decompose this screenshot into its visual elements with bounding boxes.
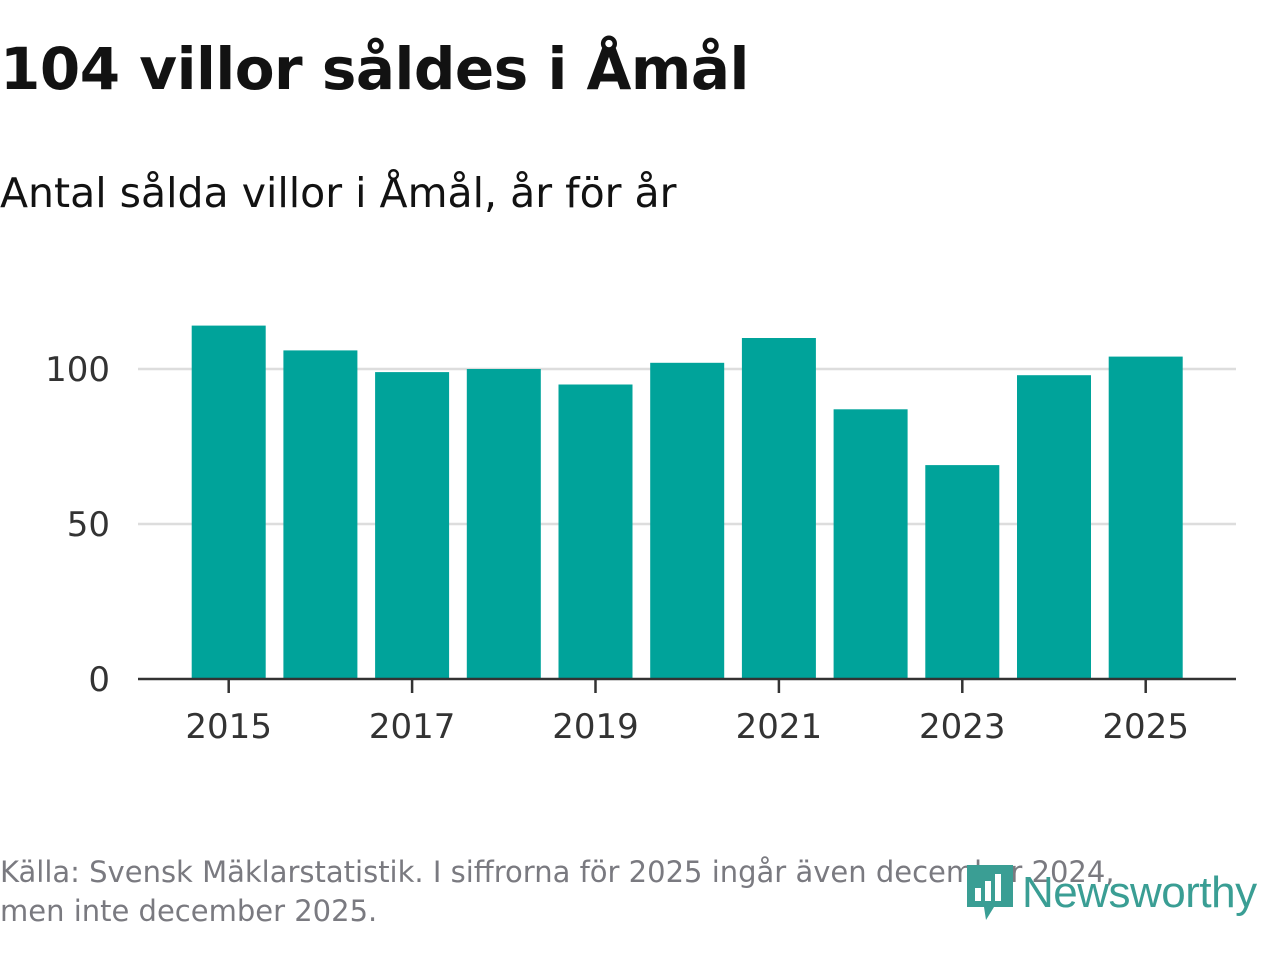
x-tick-label-2019: 2019	[552, 707, 639, 747]
x-tick-label-2017: 2017	[369, 707, 456, 747]
bar-2019	[558, 384, 633, 679]
bar-2016	[283, 350, 358, 679]
bar-2021	[741, 338, 816, 679]
bar-2020	[650, 362, 725, 679]
bar-2023	[925, 465, 1000, 679]
chart-subtitle: Antal sålda villor i Åmål, år för år	[0, 169, 677, 217]
bar-2017	[375, 372, 450, 679]
x-tick-label-2025: 2025	[1102, 707, 1189, 747]
newsworthy-logo-icon	[967, 865, 1013, 920]
bar-chart: 0 50 100 2015 2017 2019 2021 2023 2025	[45, 325, 1236, 747]
chart-title: 104 villor såldes i Åmål	[0, 35, 749, 103]
axes: 0 50 100 2015 2017 2019 2021 2023 2025	[45, 350, 1236, 747]
bar-2025	[1108, 356, 1183, 679]
bar-2015	[191, 325, 266, 679]
source-line-2: men inte december 2025.	[0, 894, 378, 928]
x-tick-label-2023: 2023	[919, 707, 1006, 747]
logo-text: Newsworthy	[1022, 868, 1257, 917]
x-tick-label-2021: 2021	[736, 707, 823, 747]
bars	[191, 325, 1183, 679]
source-note: Källa: Svensk Mäklarstatistik. I siffror…	[0, 853, 1210, 931]
bar-2022	[833, 409, 908, 679]
x-tick-label-2015: 2015	[185, 707, 272, 747]
bar-2024	[1017, 375, 1091, 679]
bar-2018	[466, 369, 541, 679]
y-tick-label-0: 0	[88, 660, 110, 700]
y-tick-label-100: 100	[45, 350, 110, 390]
source-line-1: Källa: Svensk Mäklarstatistik. I siffror…	[0, 855, 1115, 889]
y-tick-label-50: 50	[67, 505, 110, 545]
newsworthy-logo: Newsworthy	[964, 862, 1257, 924]
